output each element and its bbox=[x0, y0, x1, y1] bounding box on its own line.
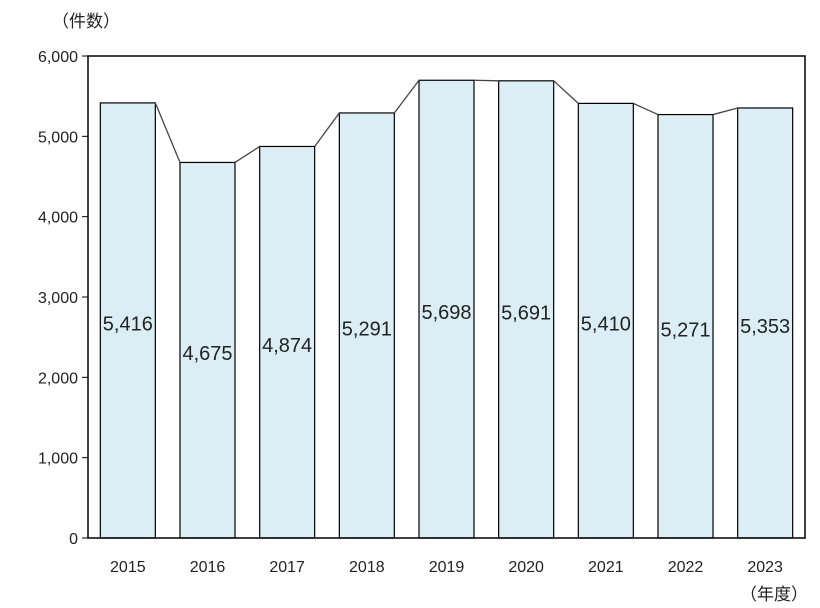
x-axis: 2015 2016 2017 2018 2019 2020 2021 2022 2023 bbox=[110, 559, 783, 576]
connector-line bbox=[633, 102, 659, 116]
connector-line bbox=[154, 102, 181, 163]
y-tick-label: 5,000 bbox=[38, 129, 78, 146]
connector-line bbox=[473, 79, 499, 82]
data-label: 5,271 bbox=[660, 319, 710, 341]
bar bbox=[657, 113, 714, 539]
plot-frame bbox=[87, 55, 806, 539]
y-tick-label: 0 bbox=[69, 531, 78, 548]
data-label: 5,698 bbox=[421, 302, 471, 324]
y-tick-label: 2,000 bbox=[38, 370, 78, 387]
y-tick-label: 3,000 bbox=[38, 290, 78, 307]
y-tick-label: 4,000 bbox=[38, 210, 78, 227]
data-label: 5,691 bbox=[501, 302, 551, 324]
connector-line bbox=[393, 79, 420, 114]
x-tick-label: 2018 bbox=[349, 559, 385, 576]
connector-line bbox=[553, 80, 579, 104]
connector-line bbox=[712, 107, 738, 116]
data-label: 4,874 bbox=[262, 335, 312, 357]
data-label: 5,291 bbox=[342, 318, 392, 340]
data-labels: 5,416 4,675 4,874 5,291 5,698 5,691 5,410 5,271… bbox=[103, 302, 790, 365]
overlay-line-layer bbox=[154, 79, 738, 163]
x-tick-label: 2022 bbox=[668, 559, 704, 576]
x-unit-label: （年度） bbox=[740, 585, 808, 605]
y-tick-label: 1,000 bbox=[38, 451, 78, 468]
data-label: 4,675 bbox=[182, 343, 232, 365]
data-label: 5,416 bbox=[103, 313, 153, 335]
connector-line bbox=[314, 112, 340, 147]
x-tick-label: 2020 bbox=[508, 559, 544, 576]
x-tick-label: 2016 bbox=[190, 559, 226, 576]
y-tick-label: 6,000 bbox=[38, 49, 78, 66]
bars bbox=[99, 79, 794, 539]
bar bbox=[498, 80, 555, 539]
x-tick-label: 2021 bbox=[588, 559, 624, 576]
bar bbox=[259, 145, 316, 539]
connector-line bbox=[234, 145, 261, 163]
x-tick-label: 2017 bbox=[269, 559, 305, 576]
data-label: 5,353 bbox=[740, 316, 790, 338]
data-label: 5,410 bbox=[581, 314, 631, 336]
x-tick-label: 2015 bbox=[110, 559, 146, 576]
bar bbox=[418, 79, 475, 539]
bar bbox=[179, 161, 236, 539]
y-axis: 0 1,000 2,000 3,000 4,000 5,000 6,000 bbox=[38, 49, 88, 548]
x-tick-label: 2019 bbox=[429, 559, 465, 576]
x-tick-label: 2023 bbox=[747, 559, 783, 576]
bar bbox=[577, 102, 634, 539]
y-unit-label: （件数） bbox=[52, 12, 120, 32]
bar bbox=[338, 112, 395, 539]
